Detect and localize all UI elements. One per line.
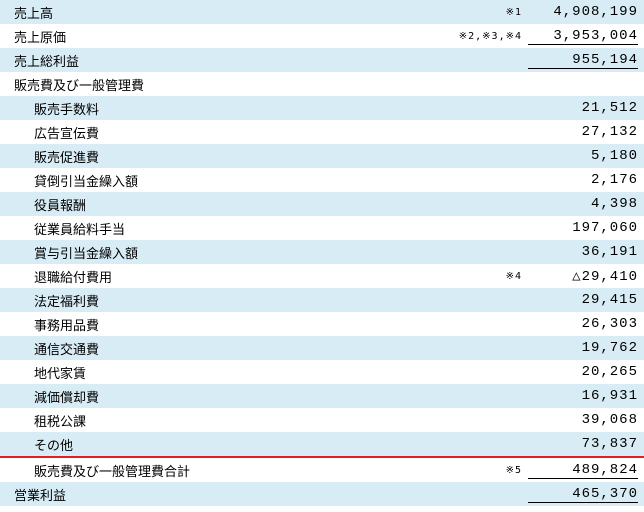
row-value: 29,415 (528, 292, 638, 308)
row-note: ※2,※3,※4 (408, 31, 528, 42)
row-note: ※5 (408, 465, 528, 476)
row-label: 事務用品費 (6, 315, 408, 334)
row-label: 販売費及び一般管理費合計 (6, 461, 408, 480)
row-label: 役員報酬 (6, 195, 408, 214)
row-value: 465,370 (528, 486, 638, 503)
table-row: 売上高※14,908,199 (0, 0, 644, 24)
row-value: 20,265 (528, 364, 638, 380)
table-row: 退職給付費用※4△29,410 (0, 264, 644, 288)
table-row: 売上原価※2,※3,※43,953,004 (0, 24, 644, 48)
row-label: その他 (6, 435, 408, 454)
table-row: 役員報酬 4,398 (0, 192, 644, 216)
table-row: 販売促進費 5,180 (0, 144, 644, 168)
row-label: 賞与引当金繰入額 (6, 243, 408, 262)
row-label: 退職給付費用 (6, 267, 408, 286)
row-label: 減価償却費 (6, 387, 408, 406)
row-value: 21,512 (528, 100, 638, 116)
row-label: 通信交通費 (6, 339, 408, 358)
row-label: 販売促進費 (6, 147, 408, 166)
row-label: 従業員給料手当 (6, 219, 408, 238)
row-label: 法定福利費 (6, 291, 408, 310)
row-label: 売上高 (6, 3, 408, 22)
table-row: 法定福利費 29,415 (0, 288, 644, 312)
table-row: 通信交通費 19,762 (0, 336, 644, 360)
row-label: 租税公課 (6, 411, 408, 430)
row-label: 販売手数料 (6, 99, 408, 118)
row-label: 販売費及び一般管理費 (6, 75, 408, 94)
table-row: 販売費及び一般管理費 (0, 72, 644, 96)
table-row: その他 73,837 (0, 432, 644, 456)
table-row: 従業員給料手当 197,060 (0, 216, 644, 240)
row-value: 197,060 (528, 220, 638, 236)
row-label: 地代家賃 (6, 363, 408, 382)
row-note: ※1 (408, 7, 528, 18)
table-row: 販売手数料 21,512 (0, 96, 644, 120)
row-label: 売上総利益 (6, 51, 408, 70)
table-row: 賞与引当金繰入額 36,191 (0, 240, 644, 264)
row-label: 売上原価 (6, 27, 408, 46)
row-value: 5,180 (528, 148, 638, 164)
row-label: 営業利益 (6, 485, 408, 504)
row-label: 貸倒引当金繰入額 (6, 171, 408, 190)
row-value: △29,410 (528, 268, 638, 285)
row-value: 27,132 (528, 124, 638, 140)
row-value: 489,824 (528, 462, 638, 479)
table-row: 売上総利益 955,194 (0, 48, 644, 72)
row-note: ※4 (408, 271, 528, 282)
row-value: 955,194 (528, 52, 638, 69)
row-value: 19,762 (528, 340, 638, 356)
row-value: 73,837 (528, 436, 638, 452)
table-row: 事務用品費 26,303 (0, 312, 644, 336)
row-value: 3,953,004 (528, 28, 638, 45)
table-row: 租税公課 39,068 (0, 408, 644, 432)
row-label: 広告宣伝費 (6, 123, 408, 142)
table-row: 営業利益 465,370 (0, 482, 644, 506)
row-value: 36,191 (528, 244, 638, 260)
table-row: 広告宣伝費 27,132 (0, 120, 644, 144)
table-row: 減価償却費 16,931 (0, 384, 644, 408)
row-value: 26,303 (528, 316, 638, 332)
row-value: 4,908,199 (528, 4, 638, 20)
row-value: 4,398 (528, 196, 638, 212)
row-value: 2,176 (528, 172, 638, 188)
row-value: 39,068 (528, 412, 638, 428)
row-value: 16,931 (528, 388, 638, 404)
income-statement-table: 売上高※14,908,199売上原価※2,※3,※43,953,004売上総利益… (0, 0, 644, 506)
table-row: 地代家賃 20,265 (0, 360, 644, 384)
table-row: 貸倒引当金繰入額 2,176 (0, 168, 644, 192)
table-row: 販売費及び一般管理費合計※5489,824 (0, 458, 644, 482)
